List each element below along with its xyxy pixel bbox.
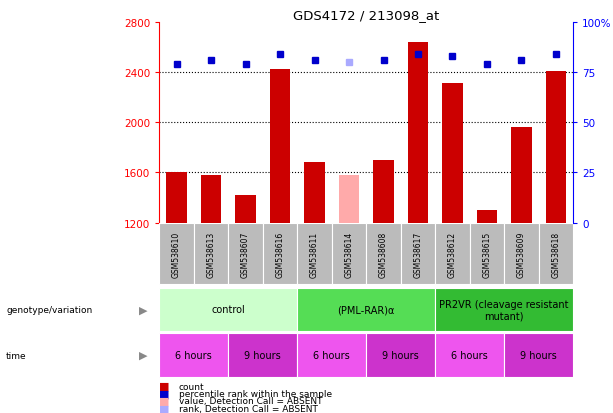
Text: ■: ■ <box>159 389 170 399</box>
Bar <box>270 70 291 223</box>
Text: 6 hours: 6 hours <box>451 350 488 360</box>
Text: GSM538611: GSM538611 <box>310 231 319 277</box>
Bar <box>470 224 504 284</box>
Text: ▶: ▶ <box>139 305 147 315</box>
Text: ■: ■ <box>159 381 170 391</box>
Bar <box>408 43 428 223</box>
Bar <box>435 224 470 284</box>
Bar <box>373 160 394 223</box>
Bar <box>304 163 325 223</box>
Text: 9 hours: 9 hours <box>245 350 281 360</box>
Text: 9 hours: 9 hours <box>520 350 557 360</box>
Text: time: time <box>6 351 27 360</box>
Bar <box>367 224 401 284</box>
Text: GSM538616: GSM538616 <box>276 231 284 277</box>
Bar <box>263 224 297 284</box>
Title: GDS4172 / 213098_at: GDS4172 / 213098_at <box>293 9 440 21</box>
Text: control: control <box>211 305 245 315</box>
Bar <box>435 288 573 332</box>
Bar <box>159 333 228 377</box>
Text: GSM538617: GSM538617 <box>414 231 422 277</box>
Bar <box>166 173 187 223</box>
Bar <box>332 224 367 284</box>
Bar <box>539 224 573 284</box>
Text: GSM538618: GSM538618 <box>552 231 560 277</box>
Text: (PML-RAR)α: (PML-RAR)α <box>338 305 395 315</box>
Bar <box>511 128 532 223</box>
Bar <box>228 333 297 377</box>
Bar <box>297 333 367 377</box>
Text: ■: ■ <box>159 396 170 406</box>
Text: GSM538612: GSM538612 <box>448 231 457 277</box>
Bar <box>297 224 332 284</box>
Text: 9 hours: 9 hours <box>383 350 419 360</box>
Text: genotype/variation: genotype/variation <box>6 305 93 314</box>
Text: 6 hours: 6 hours <box>313 350 350 360</box>
Bar <box>228 224 263 284</box>
Text: GSM538609: GSM538609 <box>517 231 526 277</box>
Bar <box>297 288 435 332</box>
Bar <box>442 84 463 223</box>
Bar <box>435 333 504 377</box>
Bar <box>477 211 497 223</box>
Bar <box>235 195 256 223</box>
Text: percentile rank within the sample: percentile rank within the sample <box>179 389 332 398</box>
Text: GSM538608: GSM538608 <box>379 231 388 277</box>
Bar <box>504 224 539 284</box>
Text: GSM538614: GSM538614 <box>345 231 354 277</box>
Text: PR2VR (cleavage resistant
mutant): PR2VR (cleavage resistant mutant) <box>440 299 569 320</box>
Bar <box>194 224 228 284</box>
Text: value, Detection Call = ABSENT: value, Detection Call = ABSENT <box>179 396 322 406</box>
Text: GSM538610: GSM538610 <box>172 231 181 277</box>
Text: GSM538615: GSM538615 <box>482 231 492 277</box>
Text: 6 hours: 6 hours <box>175 350 212 360</box>
Bar <box>401 224 435 284</box>
Text: rank, Detection Call = ABSENT: rank, Detection Call = ABSENT <box>179 404 318 413</box>
Text: ■: ■ <box>159 404 170 413</box>
Bar <box>546 71 566 223</box>
Bar <box>367 333 435 377</box>
Text: ▶: ▶ <box>139 350 147 360</box>
Text: GSM538613: GSM538613 <box>207 231 216 277</box>
Bar <box>504 333 573 377</box>
Text: count: count <box>179 382 205 391</box>
Bar <box>338 176 359 223</box>
Bar <box>159 288 297 332</box>
Text: GSM538607: GSM538607 <box>241 231 250 277</box>
Bar <box>159 224 194 284</box>
Bar <box>201 176 221 223</box>
